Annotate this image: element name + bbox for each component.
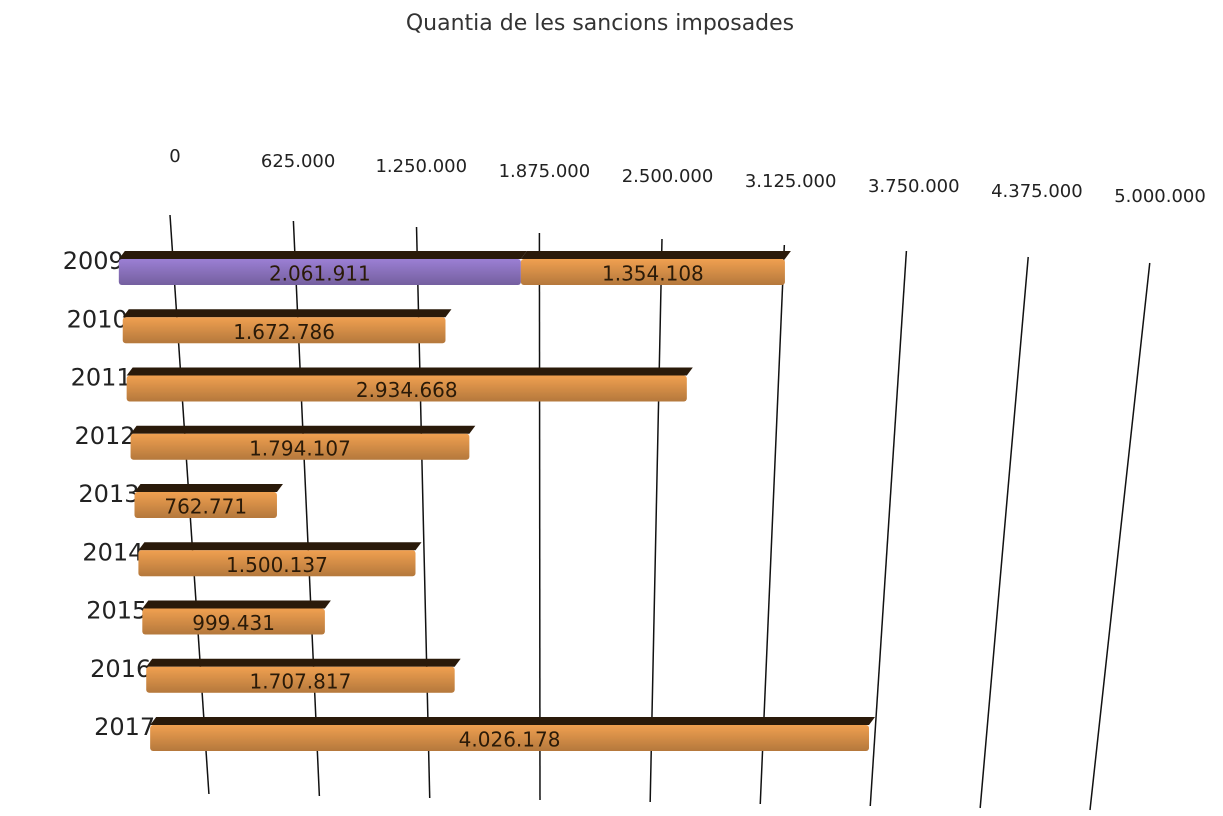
bar-shade bbox=[142, 608, 325, 635]
grid-line bbox=[649, 238, 663, 803]
data-label: 1.500.137 bbox=[226, 553, 328, 577]
bar-shade bbox=[130, 433, 470, 460]
grid-line bbox=[538, 232, 541, 801]
y-tick-label: 2015 bbox=[86, 597, 147, 625]
bar-top bbox=[138, 542, 422, 551]
data-label: 999.431 bbox=[192, 611, 275, 635]
data-label: 1.707.817 bbox=[250, 669, 352, 693]
bar-shade bbox=[150, 725, 869, 751]
y-tick-label: 2009 bbox=[63, 247, 124, 275]
y-tick-label: 2017 bbox=[94, 713, 155, 741]
x-tick-label: 3.750.000 bbox=[868, 176, 960, 197]
bar-top bbox=[142, 600, 331, 609]
bar-top bbox=[126, 367, 693, 376]
data-label: 4.026.178 bbox=[459, 728, 561, 752]
x-tick-label: 1.250.000 bbox=[375, 156, 467, 177]
bar-top bbox=[520, 251, 791, 259]
data-label: 1.794.107 bbox=[249, 436, 351, 460]
bar-shade bbox=[126, 375, 687, 402]
y-tick-label: 2012 bbox=[75, 422, 136, 450]
bar-shade bbox=[118, 259, 521, 285]
bar-top bbox=[122, 309, 452, 318]
bar-top bbox=[130, 425, 476, 434]
data-label: 762.771 bbox=[164, 495, 247, 519]
data-label: 2.061.911 bbox=[269, 262, 371, 286]
x-tick-label: 5.000.000 bbox=[1114, 186, 1206, 207]
x-tick-label: 0 bbox=[169, 146, 180, 167]
y-tick-label: 2011 bbox=[71, 364, 132, 392]
bar-top bbox=[150, 717, 875, 725]
bar-shade bbox=[134, 492, 277, 518]
data-label: 2.934.668 bbox=[356, 378, 458, 402]
data-label: 1.672.786 bbox=[233, 320, 335, 344]
bar-top bbox=[134, 484, 283, 492]
x-tick-label: 3.125.000 bbox=[745, 171, 837, 192]
bar-shade bbox=[520, 259, 785, 285]
grid-line bbox=[869, 250, 908, 807]
grid-line bbox=[979, 256, 1029, 809]
x-tick-label: 1.875.000 bbox=[499, 161, 591, 182]
grid-line bbox=[759, 244, 786, 805]
x-tick-label: 4.375.000 bbox=[991, 181, 1083, 202]
bar-shade bbox=[138, 550, 416, 577]
y-tick-label: 2010 bbox=[67, 305, 128, 333]
data-label: 1.354.108 bbox=[602, 262, 704, 286]
bar-top bbox=[118, 251, 527, 259]
y-tick-label: 2014 bbox=[82, 538, 143, 566]
x-tick-label: 625.000 bbox=[261, 151, 335, 172]
x-tick-label: 2.500.000 bbox=[622, 166, 714, 187]
bar-shade bbox=[146, 666, 455, 693]
y-tick-label: 2013 bbox=[78, 480, 139, 508]
grid-line bbox=[1089, 262, 1151, 811]
grid-line bbox=[292, 220, 321, 797]
bar-top bbox=[146, 658, 461, 667]
y-tick-label: 2016 bbox=[90, 655, 151, 683]
chart-title: Quantia de les sancions imposades bbox=[406, 11, 794, 36]
bar-shade bbox=[122, 317, 446, 344]
